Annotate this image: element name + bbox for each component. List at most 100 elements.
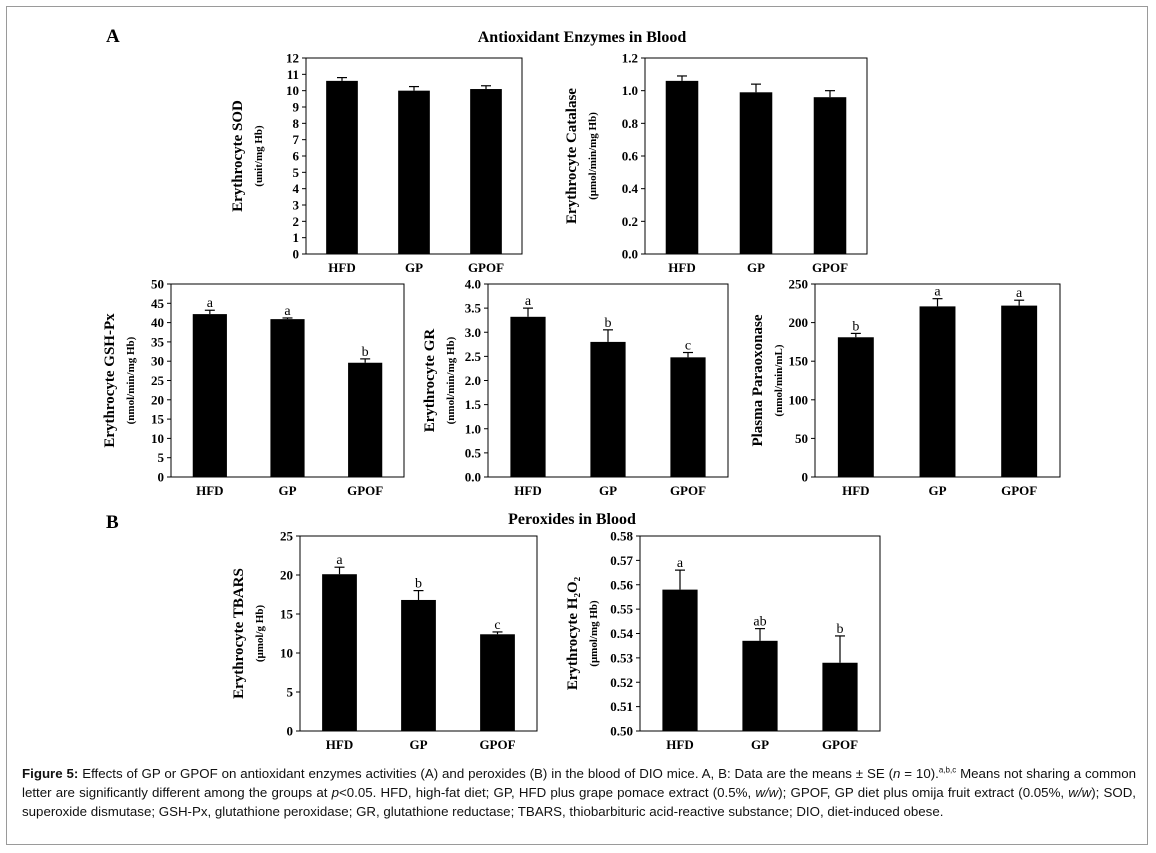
caption-ww-2: w/w <box>1068 785 1092 800</box>
tbars-sig-letter: c <box>494 618 500 633</box>
paraoxonase-sig-letter: a <box>934 285 941 300</box>
gshpx-sig-letter: b <box>362 345 369 360</box>
catalase-bar-hfd <box>665 80 699 254</box>
gr-y-tick-label: 0.5 <box>465 445 482 460</box>
sod-y-tick-label: 11 <box>287 67 299 82</box>
gr-category-label: GP <box>599 483 617 498</box>
gr-sig-letter: a <box>525 294 532 309</box>
catalase-bar-gpof <box>813 97 847 254</box>
tbars-y-tick-label: 0 <box>287 724 294 739</box>
sod-category-label: GPOF <box>468 260 504 275</box>
tbars-category-label: GPOF <box>479 737 515 752</box>
gr-category-label: HFD <box>514 483 541 498</box>
paraoxonase-category-label: HFD <box>842 483 869 498</box>
gshpx-y-tick-label: 30 <box>151 354 164 369</box>
tbars-bar-gp <box>401 599 436 731</box>
gr-y-tick-label: 4.0 <box>465 277 481 292</box>
gshpx-bar-hfd <box>192 314 227 477</box>
tbars-y-tick-label: 20 <box>280 568 293 583</box>
paraoxonase-y-tick-label: 200 <box>789 315 809 330</box>
tbars-sig-letter: b <box>415 577 422 592</box>
h2o2-y-axis-label: Erythrocyte H₂O₂ <box>565 576 581 690</box>
chart-tbars: 0 5 10 15 20 25 a HFD b GP c GPOF Erythrocyte TBARS (… <box>231 529 538 752</box>
paraoxonase-sig-letter: b <box>852 319 859 334</box>
gr-y-tick-label: 0.0 <box>465 470 481 485</box>
sod-category-label: HFD <box>328 260 355 275</box>
caption-label: Figure 5: <box>22 766 79 781</box>
tbars-bar-hfd <box>322 574 357 731</box>
catalase-category-label: HFD <box>668 260 695 275</box>
gshpx-category-label: GPOF <box>347 483 383 498</box>
gr-y-tick-label: 3.5 <box>465 301 482 316</box>
sod-y-axis-label: Erythrocyte SOD <box>230 100 246 212</box>
tbars-y-tick-label: 15 <box>280 607 294 622</box>
h2o2-sig-letter: a <box>677 556 684 571</box>
gr-y-tick-label: 2.5 <box>465 349 482 364</box>
catalase-y-axis-unit: (μmol/min/mg Hb) <box>587 112 599 200</box>
paraoxonase-y-tick-label: 150 <box>789 354 809 369</box>
tbars-category-label: HFD <box>326 737 353 752</box>
catalase-y-tick-label: 0.0 <box>622 247 638 262</box>
h2o2-category-label: GPOF <box>822 737 858 752</box>
chart-catalase: 0.0 0.2 0.4 0.6 0.8 1.0 1.2 HFD GP GPOF Erythrocyt… <box>564 51 868 275</box>
gr-y-tick-label: 1.5 <box>465 397 482 412</box>
h2o2-bar-gp <box>742 640 778 731</box>
panel-a-title: Antioxidant Enzymes in Blood <box>478 29 687 46</box>
catalase-y-tick-label: 1.0 <box>622 83 638 98</box>
paraoxonase-sig-letter: a <box>1016 286 1023 301</box>
sod-category-label: GP <box>405 260 423 275</box>
gshpx-category-label: GP <box>278 483 296 498</box>
sod-bar-gpof <box>470 89 502 255</box>
gr-y-tick-label: 1.0 <box>465 421 481 436</box>
chart-paraoxonase: 0 50 100 150 200 250 b HFD a GP a GPOF Plasma Paraox… <box>750 277 1061 498</box>
h2o2-category-label: GP <box>751 737 769 752</box>
paraoxonase-y-axis-label: Plasma Paraoxonase <box>750 314 766 446</box>
gshpx-bar-gp <box>270 319 305 477</box>
caption-text-1: Effects of GP or GPOF on antioxidant enz… <box>78 766 893 781</box>
gshpx-y-tick-label: 15 <box>151 412 165 427</box>
h2o2-bar-hfd <box>662 589 698 731</box>
gshpx-sig-letter: a <box>284 304 291 319</box>
gshpx-y-axis-label: Erythrocyte GSH-Px <box>102 313 118 448</box>
gshpx-y-tick-label: 45 <box>151 296 165 311</box>
chart-gr: 0.0 0.5 1.0 1.5 2.0 2.5 3.0 3.5 4.0 a HFD b GP c GPOF E… <box>422 277 729 498</box>
paraoxonase-y-tick-label: 100 <box>789 392 809 407</box>
gshpx-category-label: HFD <box>196 483 223 498</box>
gr-bar-hfd <box>510 316 546 477</box>
gr-bar-gpof <box>670 357 706 477</box>
caption-p: p <box>331 785 339 800</box>
gshpx-y-tick-label: 0 <box>158 470 165 485</box>
h2o2-y-tick-label: 0.51 <box>610 699 633 714</box>
sod-y-tick-label: 12 <box>286 51 299 66</box>
gshpx-bar-gpof <box>348 362 383 477</box>
sod-y-tick-label: 9 <box>293 100 300 115</box>
sod-bar-hfd <box>326 80 358 254</box>
tbars-category-label: GP <box>409 737 427 752</box>
gshpx-sig-letter: a <box>207 296 214 311</box>
h2o2-y-tick-label: 0.53 <box>610 650 633 665</box>
h2o2-y-axis-unit: (μmol/mg Hb) <box>588 600 600 667</box>
panel-a-letter: A <box>106 26 120 47</box>
paraoxonase-bar-hfd <box>837 337 874 477</box>
caption-text-5: ); GPOF, GP diet plus omija fruit extrac… <box>778 785 1069 800</box>
h2o2-y-tick-label: 0.57 <box>610 553 633 568</box>
caption-ww-1: w/w <box>755 785 779 800</box>
catalase-y-tick-label: 0.8 <box>622 116 639 131</box>
sod-y-tick-label: 0 <box>293 247 300 262</box>
caption-n: n <box>893 766 901 781</box>
h2o2-y-tick-label: 0.50 <box>610 724 633 739</box>
sod-y-axis-unit: (unit/mg Hb) <box>253 125 265 187</box>
chart-gshpx: 0 5 10 15 20 25 30 35 40 45 50 a HFD a GP b GPOF Erythroc… <box>102 277 405 498</box>
gr-sig-letter: b <box>605 316 612 331</box>
gshpx-y-tick-label: 35 <box>151 334 165 349</box>
paraoxonase-y-tick-label: 0 <box>802 470 809 485</box>
h2o2-sig-letter: b <box>837 622 844 637</box>
catalase-y-axis-label: Erythrocyte Catalase <box>564 88 580 224</box>
tbars-y-tick-label: 5 <box>287 685 294 700</box>
catalase-bar-gp <box>739 92 773 254</box>
sod-y-tick-label: 6 <box>293 149 300 164</box>
tbars-y-axis-label: Erythrocyte TBARS <box>231 568 247 699</box>
caption-text-2: = 10). <box>900 766 939 781</box>
h2o2-y-tick-label: 0.56 <box>610 577 633 592</box>
